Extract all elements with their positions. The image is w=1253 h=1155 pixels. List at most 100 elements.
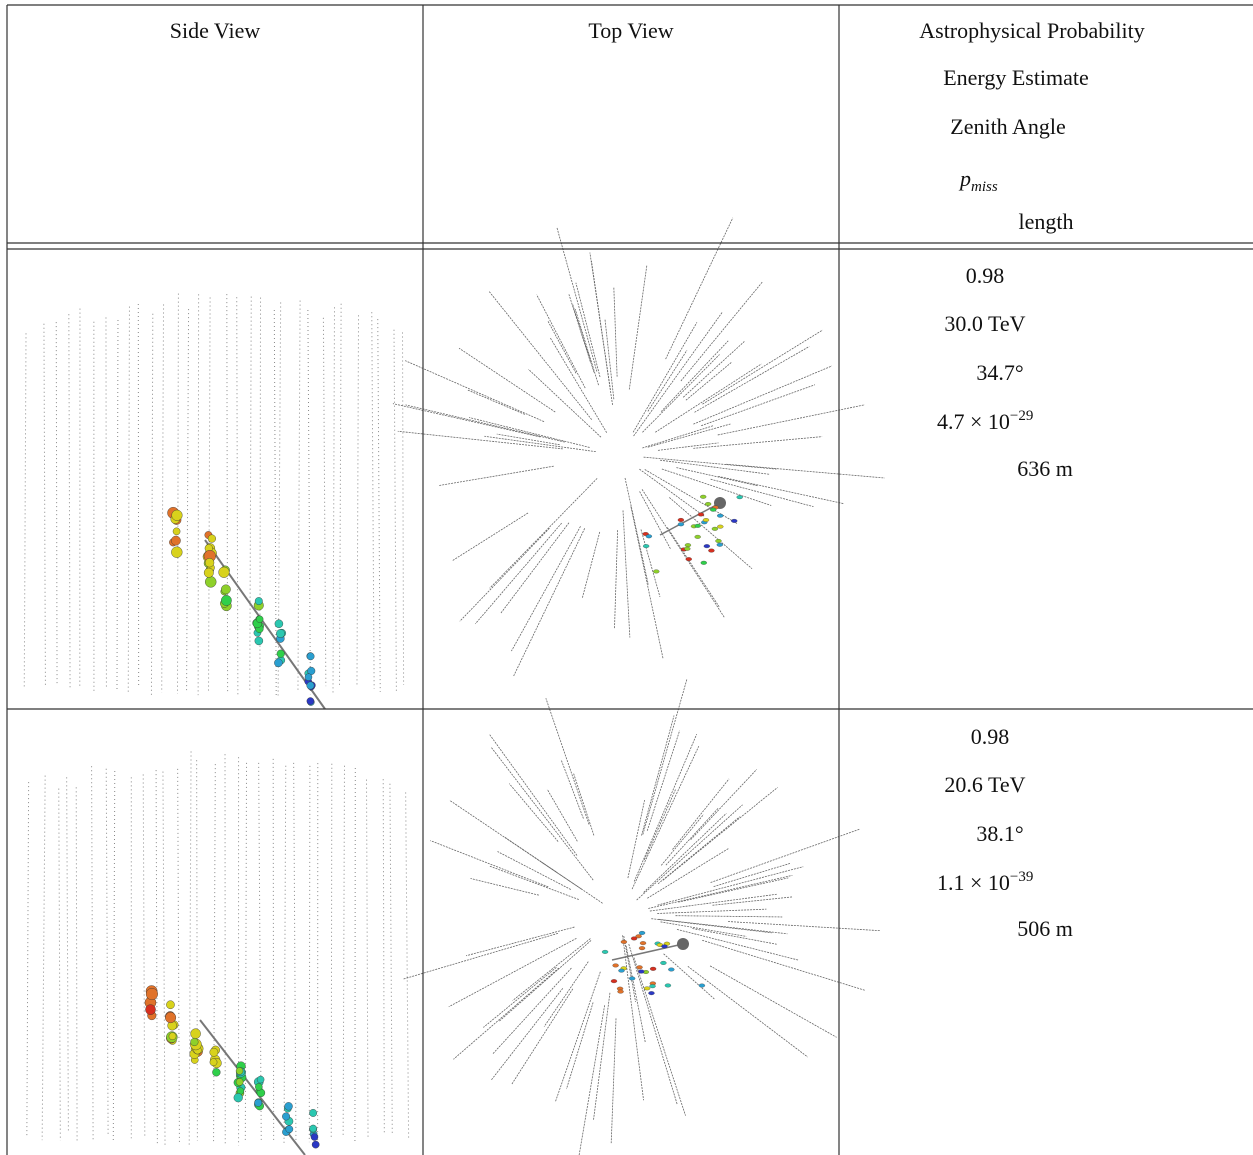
string [604, 319, 615, 400]
string [366, 779, 369, 1137]
string [186, 309, 190, 693]
hit [235, 1067, 244, 1075]
string [642, 425, 714, 449]
string [566, 1002, 594, 1090]
string [492, 967, 572, 1054]
string [676, 929, 799, 961]
hit [684, 546, 691, 551]
string [307, 309, 311, 695]
hit [310, 1133, 319, 1141]
string [643, 813, 727, 893]
string [692, 928, 777, 945]
hit [171, 509, 183, 521]
string [713, 863, 791, 887]
string [512, 938, 591, 1001]
string [330, 763, 333, 1139]
hit [648, 991, 655, 996]
hit [700, 560, 707, 565]
string [625, 945, 646, 1043]
string [657, 816, 741, 885]
string [377, 319, 381, 692]
string [643, 456, 777, 470]
hit [306, 681, 315, 690]
hit [710, 507, 717, 512]
string [41, 775, 46, 1141]
mantissa: 1.1 × 10 [937, 870, 1010, 895]
string [678, 877, 789, 903]
string [489, 734, 578, 856]
hit [643, 986, 651, 991]
string [623, 936, 636, 1003]
hit [664, 983, 672, 988]
string [593, 992, 611, 1121]
hit [612, 963, 619, 968]
string [660, 921, 747, 937]
hit [638, 969, 645, 974]
string [402, 332, 405, 685]
string [490, 988, 564, 1081]
hit [639, 941, 647, 946]
hit [276, 649, 285, 658]
string [116, 320, 119, 691]
hit [642, 544, 650, 549]
hit [190, 1037, 199, 1047]
string [43, 323, 46, 688]
string [647, 847, 730, 899]
string [581, 531, 601, 599]
header-metric: Zenith Angle [950, 114, 1065, 139]
string [655, 363, 762, 433]
string [389, 783, 393, 1134]
hit [694, 534, 701, 539]
header-top: Top View [588, 18, 673, 43]
string [66, 777, 69, 1133]
string [648, 874, 793, 909]
hit [653, 569, 660, 574]
string [591, 260, 611, 390]
hit [649, 984, 656, 989]
string [273, 310, 277, 697]
string [497, 851, 572, 890]
string [628, 265, 648, 390]
string [725, 463, 885, 479]
string [702, 939, 865, 991]
string [339, 303, 342, 688]
string [568, 294, 591, 362]
string [213, 764, 216, 1142]
string [484, 435, 596, 453]
string [405, 792, 410, 1138]
string [496, 433, 560, 446]
hit [716, 542, 723, 547]
string [528, 368, 602, 438]
string [403, 932, 559, 980]
string [489, 478, 598, 589]
table-borders [6, 4, 1253, 1155]
string [489, 865, 579, 900]
string [277, 302, 282, 696]
hit [629, 976, 636, 981]
string [483, 967, 557, 1028]
value: 0.98 [966, 263, 1005, 288]
hit [638, 930, 646, 935]
string [682, 341, 745, 398]
string [127, 306, 130, 694]
string [511, 526, 581, 652]
string [622, 510, 631, 638]
string [55, 322, 58, 685]
string [641, 489, 725, 618]
string [308, 765, 311, 1143]
hit [254, 597, 263, 606]
string [112, 771, 116, 1142]
hit [171, 535, 181, 546]
string [142, 774, 146, 1138]
string [244, 762, 248, 1142]
string [663, 953, 715, 1000]
hit [165, 1012, 177, 1024]
header-side: Side View [170, 18, 261, 43]
string [669, 497, 753, 569]
hit [209, 1047, 219, 1057]
string [633, 734, 698, 882]
value: 20.6 TeV [944, 772, 1025, 797]
string [382, 779, 385, 1134]
hit [630, 936, 638, 941]
string [470, 878, 539, 896]
